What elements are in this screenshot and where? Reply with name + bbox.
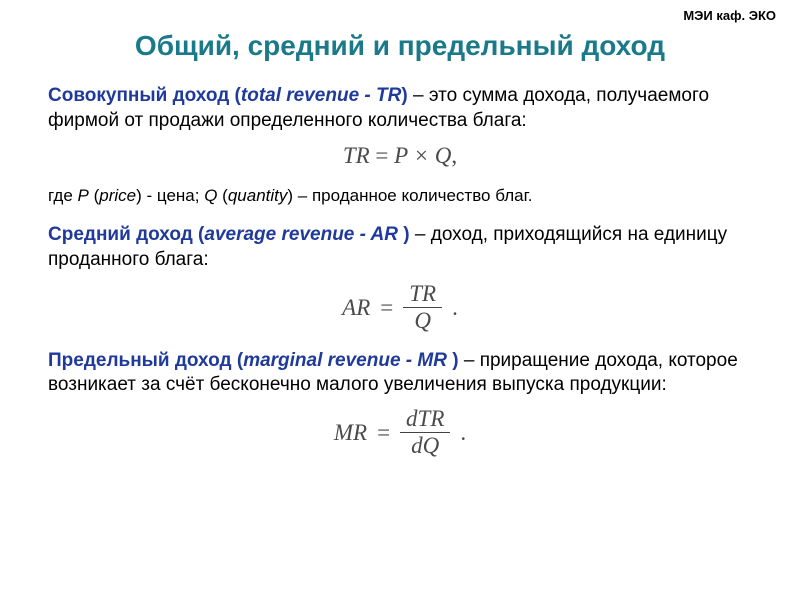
formula-ar-den: Q	[403, 308, 442, 334]
equals-icon: =	[380, 293, 393, 323]
formula-mr-num: dTR	[400, 406, 450, 433]
equals-icon: =	[375, 143, 394, 168]
term-mr-ru: Предельный доход	[48, 350, 232, 371]
fraction-icon: dTR dQ	[400, 406, 450, 460]
note-p-sym: P	[78, 186, 89, 205]
section-marginal-revenue: Предельный доход (marginal revenue - MR …	[48, 349, 752, 398]
formula-ar-punct: .	[452, 293, 458, 323]
note-q-sym: Q	[204, 186, 217, 205]
slide-body: Совокупный доход (total revenue - TR) – …	[48, 84, 752, 460]
formula-mr-punct: .	[460, 418, 466, 448]
formula-tr: TR = P × Q,	[343, 141, 457, 171]
note-q-en: quantity	[228, 186, 288, 205]
formula-tr-row: TR = P × Q,	[48, 141, 752, 171]
equals-icon: =	[377, 418, 390, 448]
slide: МЭИ каф. ЭКО Общий, средний и предельный…	[0, 0, 800, 600]
term-ar-en: average revenue - AR	[204, 224, 403, 245]
term-ar-paren-open: (	[193, 224, 205, 245]
term-ar-ru: Средний доход	[48, 224, 193, 245]
section-average-revenue: Средний доход (average revenue - AR ) – …	[48, 223, 752, 272]
formula-mr-den: dQ	[400, 433, 450, 459]
formula-ar-num: TR	[403, 281, 442, 308]
note-q-def: – проданное количество благ.	[293, 186, 532, 205]
note-pre: где	[48, 186, 78, 205]
term-tr-paren-open: (	[229, 85, 241, 106]
term-tr-ru: Совокупный доход	[48, 85, 229, 106]
section-total-revenue: Совокупный доход (total revenue - TR) – …	[48, 84, 752, 133]
formula-tr-punct: ,	[451, 143, 457, 168]
term-mr-en: marginal revenue - MR	[243, 350, 452, 371]
formula-mr-lhs: MR	[334, 418, 367, 448]
formula-tr-lhs: TR	[343, 143, 370, 168]
header-affiliation: МЭИ каф. ЭКО	[683, 8, 776, 23]
formula-mr-row: MR = dTR dQ .	[48, 406, 752, 460]
note-p-def: - цена;	[142, 186, 204, 205]
formula-mr: MR = dTR dQ .	[334, 406, 466, 460]
fraction-icon: TR Q	[403, 281, 442, 335]
term-tr-en: total revenue - TR	[241, 85, 401, 106]
term-mr-paren-open: (	[232, 350, 244, 371]
formula-ar-lhs: AR	[342, 293, 370, 323]
formula-ar-row: AR = TR Q .	[48, 281, 752, 335]
formula-ar: AR = TR Q .	[342, 281, 458, 335]
formula-tr-rhs: P × Q	[394, 143, 451, 168]
note-tr-where: где P (price) - цена; Q (quantity) – про…	[48, 185, 752, 207]
slide-title: Общий, средний и предельный доход	[48, 30, 752, 62]
note-p-en: price	[99, 186, 136, 205]
